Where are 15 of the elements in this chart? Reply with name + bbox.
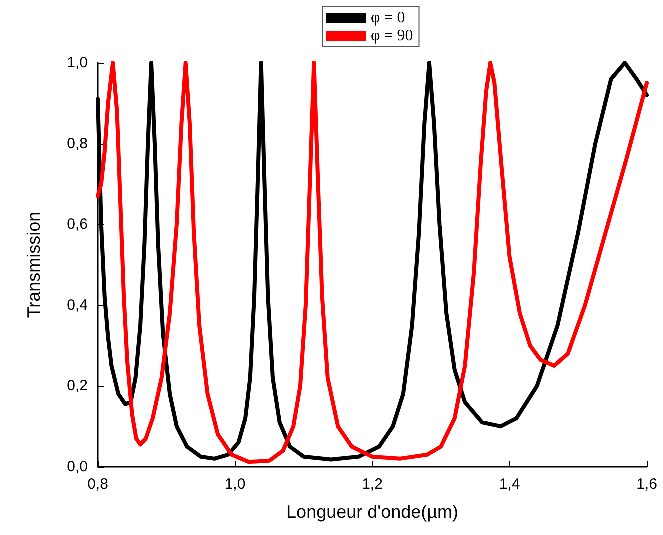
x-tick-label: 1,6 <box>636 476 658 493</box>
x-tick-label: 1,0 <box>224 476 246 493</box>
y-tick-label: 0,0 <box>67 458 88 476</box>
y-tick-label: 0,2 <box>67 378 88 395</box>
y-tick-label: 0,8 <box>67 135 88 152</box>
y-axis-title: Transmission <box>24 212 44 318</box>
legend-label: φ = 0 <box>371 10 406 26</box>
legend-label: φ = 90 <box>371 28 414 44</box>
x-tick-label: 0,8 <box>88 476 108 493</box>
y-tick-label: 1,0 <box>67 54 88 72</box>
y-tick-label: 0,6 <box>67 216 88 234</box>
y-tick-label: 0,4 <box>67 296 88 314</box>
x-axis-title: Longueur d'onde(µm) <box>286 502 458 522</box>
x-tick-label: 1,4 <box>499 476 520 493</box>
x-tick-label: 1,2 <box>362 476 383 493</box>
